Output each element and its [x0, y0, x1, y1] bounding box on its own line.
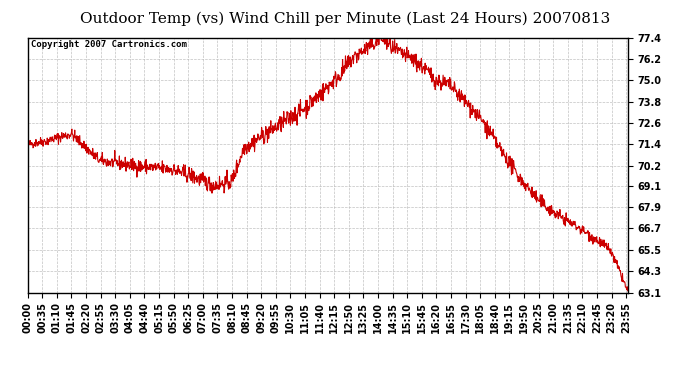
Text: Copyright 2007 Cartronics.com: Copyright 2007 Cartronics.com — [30, 40, 186, 49]
Text: Outdoor Temp (vs) Wind Chill per Minute (Last 24 Hours) 20070813: Outdoor Temp (vs) Wind Chill per Minute … — [80, 11, 610, 26]
